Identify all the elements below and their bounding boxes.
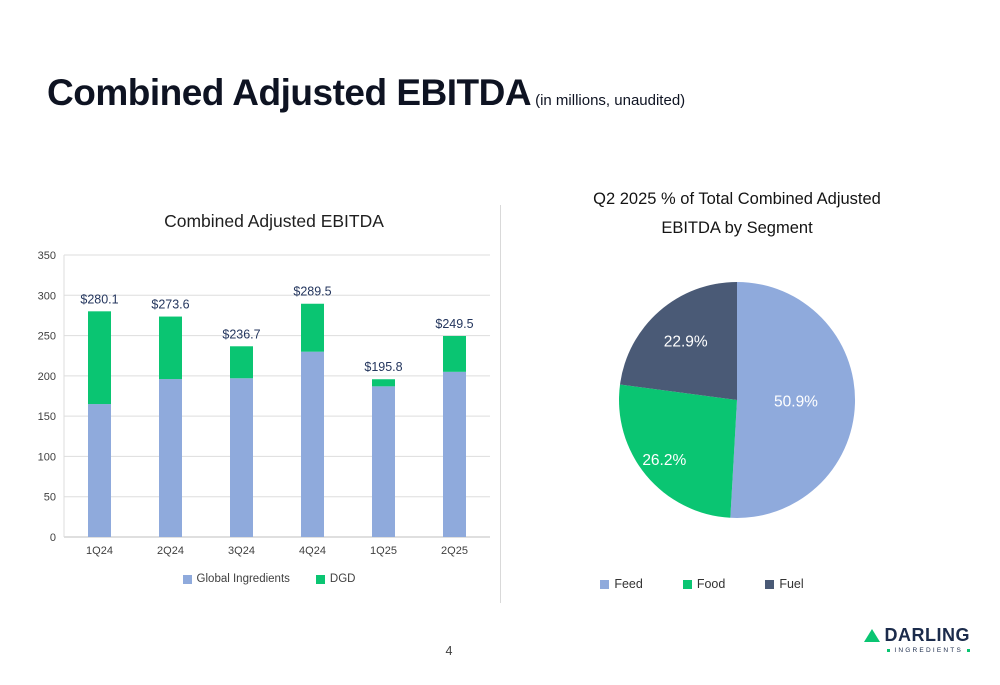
pie-slice-label-fuel: 22.9%	[664, 333, 708, 350]
darling-logo: DARLING INGREDIENTS	[863, 625, 970, 654]
x-category-label-2q24: 2Q24	[157, 545, 184, 557]
pie-chart: 50.9% 26.2% 22.9%	[619, 282, 856, 518]
page-title-suffix: (in millions, unaudited)	[535, 92, 686, 109]
bar-chart-title: Combined Adjusted EBITDA	[164, 211, 384, 231]
y-tick-label: 350	[38, 250, 56, 262]
pie-chart-title: Q2 2025 % of Total Combined Adjusted EBI…	[565, 185, 909, 243]
bar-total-label-1q25: $195.8	[364, 360, 402, 374]
y-tick-label: 100	[38, 451, 56, 463]
page-title: Combined Adjusted EBITDA (in millions, un…	[47, 72, 685, 114]
pie-slice-fuel	[620, 282, 737, 400]
bar-legend-item-global-ingredients-label: Global Ingredients	[196, 573, 290, 585]
y-tick-label: 0	[50, 532, 56, 544]
bar-segment-dgd-2q24	[159, 316, 182, 380]
y-tick-label: 300	[38, 290, 56, 302]
x-category-label-4q24: 4Q24	[299, 545, 326, 557]
bar-chart-legend: Global Ingredients DGD	[8, 573, 500, 585]
bar-segment-global-ingredients-1q24	[88, 404, 111, 537]
bar-legend-item-global-ingredients: Global Ingredients	[182, 573, 290, 585]
logo-name: DARLING	[884, 625, 970, 645]
pie-legend-item-food-label: Food	[696, 577, 726, 591]
bar-segment-global-ingredients-4q24	[301, 351, 324, 537]
logo-triangle-icon	[863, 629, 880, 642]
logo-accent-dot	[887, 649, 891, 652]
y-tick-label: 200	[38, 371, 56, 383]
bar-segment-dgd-4q24	[301, 303, 324, 352]
pie-chart-panel: Q2 2025 % of Total Combined Adjusted EBI…	[565, 185, 909, 605]
pie-slice-label-food: 26.2%	[642, 452, 686, 469]
x-category-label-1q25: 1Q25	[370, 545, 397, 557]
pie-legend-item-fuel-swatch	[765, 579, 775, 589]
bar-chart: 0 50 100 150 200 250 300 350 $280.1 1Q24 $273.6 2Q2…	[38, 250, 490, 557]
bar-total-label-2q25: $249.5	[435, 317, 473, 331]
x-category-label-3q24: 3Q24	[228, 545, 255, 557]
bar-legend-item-dgd: DGD	[315, 573, 356, 585]
bar-chart-panel: Combined Adjusted EBITDA 0 50 100 150 200 250…	[8, 205, 501, 603]
page-title-text: Combined Adjusted EBITDA	[47, 72, 532, 113]
bar-legend-item-dgd-swatch	[315, 574, 325, 584]
y-tick-label: 250	[38, 331, 56, 343]
bar-segment-dgd-3q24	[230, 346, 253, 379]
pie-legend-item-feed: Feed	[600, 577, 643, 591]
y-tick-label: 50	[44, 492, 56, 504]
bar-segment-dgd-1q25	[372, 379, 395, 387]
pie-chart-title-line1: Q2 2025 % of Total Combined Adjusted	[593, 190, 881, 208]
pie-chart-legend: Feed Food Fuel	[565, 577, 909, 591]
pie-legend-item-fuel: Fuel	[765, 577, 804, 591]
bar-segment-global-ingredients-2q24	[159, 379, 182, 537]
bar-segment-global-ingredients-1q25	[372, 386, 395, 537]
bar-segment-dgd-2q25	[443, 335, 466, 372]
bar-segment-global-ingredients-2q25	[443, 371, 466, 537]
x-category-label-2q25: 2Q25	[441, 545, 468, 557]
pie-legend-item-food-swatch	[682, 579, 692, 589]
pie-slice-food	[619, 384, 737, 518]
bar-legend-item-dgd-label: DGD	[329, 573, 356, 585]
pie-slice-label-feed: 50.9%	[774, 394, 818, 411]
pie-legend-item-feed-swatch	[600, 579, 610, 589]
pie-legend-item-fuel-label: Fuel	[779, 577, 804, 591]
bar-segment-dgd-1q24	[88, 311, 111, 405]
logo-subtitle: INGREDIENTS	[894, 647, 963, 654]
page-number: 4	[445, 644, 453, 658]
y-tick-label: 150	[38, 411, 56, 423]
pie-legend-item-feed-label: Feed	[614, 577, 643, 591]
x-category-label-1q24: 1Q24	[86, 545, 113, 557]
pie-legend-item-food: Food	[682, 577, 726, 591]
bar-total-label-3q24: $236.7	[222, 327, 260, 341]
bar-legend-item-global-ingredients-swatch	[182, 574, 192, 584]
bar-total-label-4q24: $289.5	[293, 285, 331, 299]
bar-segment-global-ingredients-3q24	[230, 378, 253, 537]
pie-chart-title-line2: EBITDA by Segment	[661, 218, 813, 237]
logo-accent-dot	[967, 649, 970, 652]
bar-total-label-1q24: $280.1	[80, 292, 118, 306]
pie-slice-feed	[730, 282, 856, 518]
bar-total-label-2q24: $273.6	[151, 298, 189, 312]
